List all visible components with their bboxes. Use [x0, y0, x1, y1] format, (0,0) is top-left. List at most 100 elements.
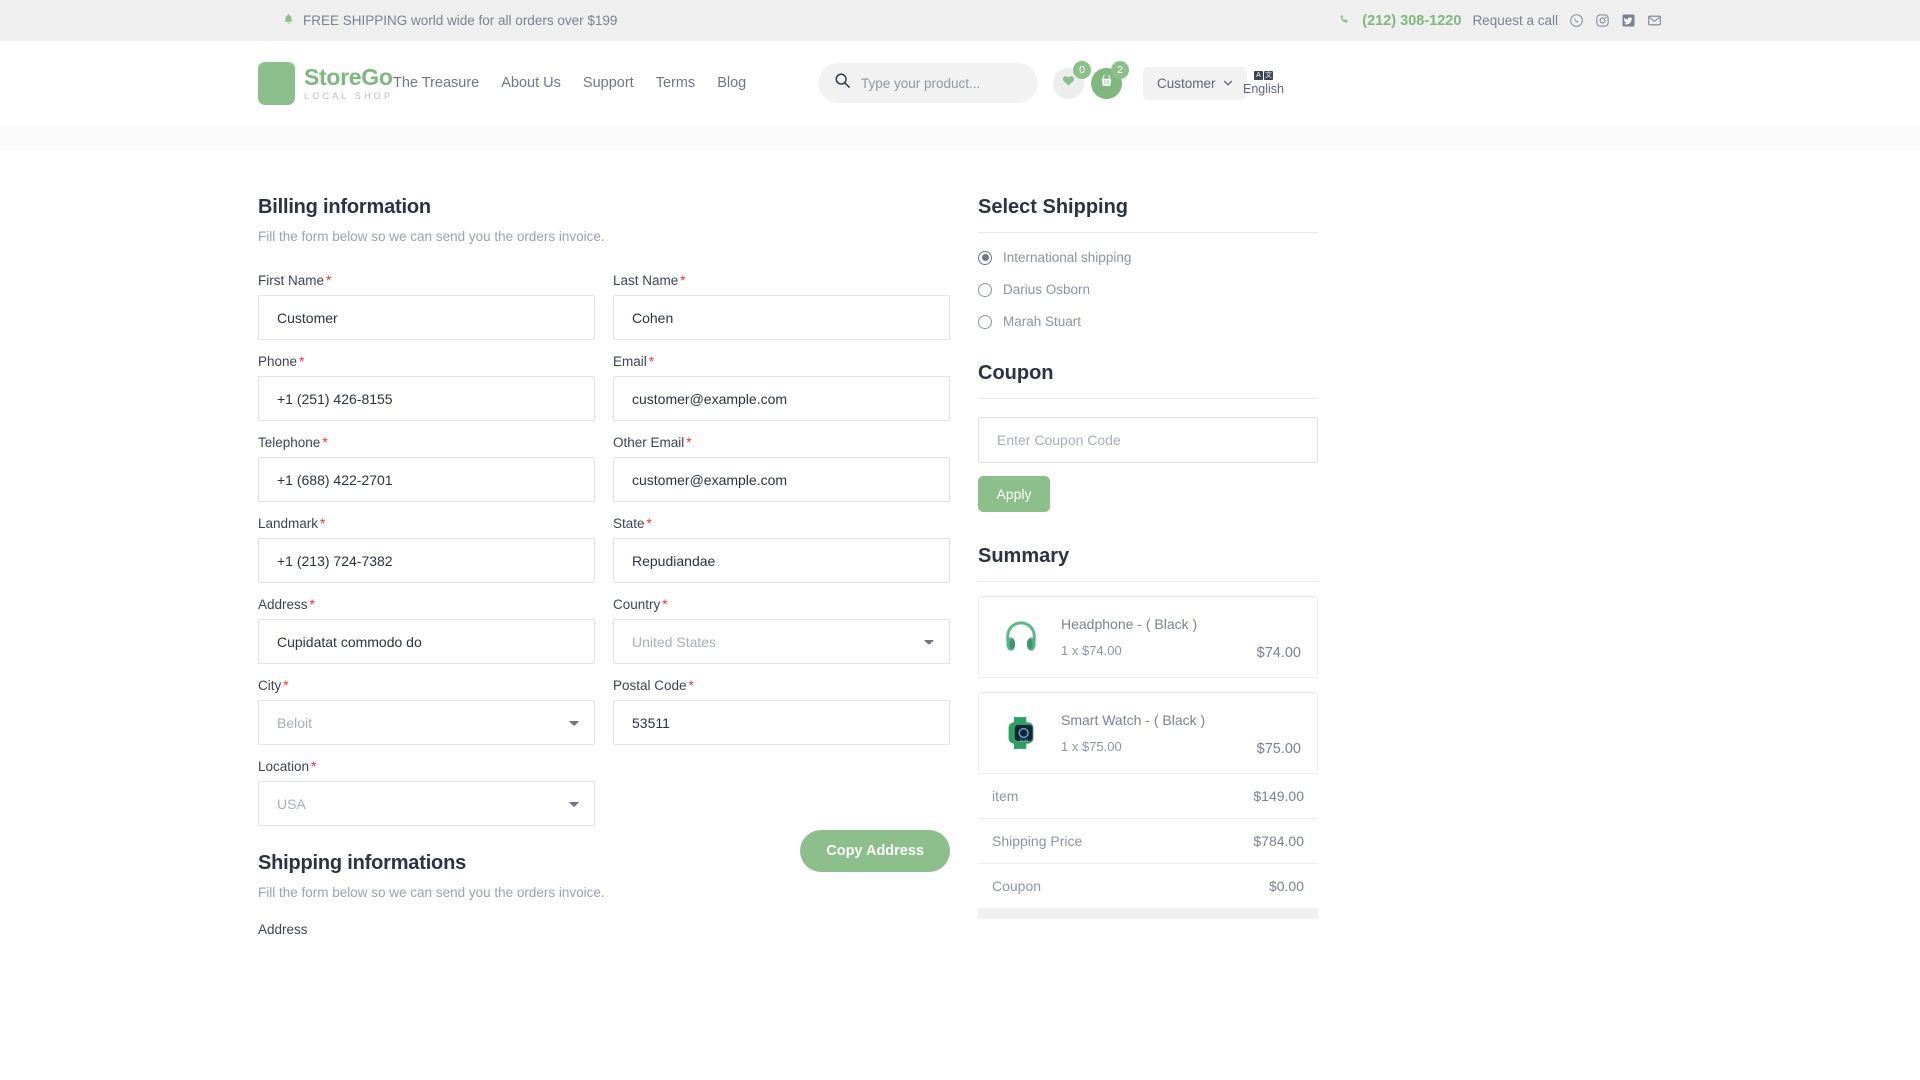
announcement-contact: (212) 308-1220 Request a call — [1338, 13, 1662, 29]
shipping-info-subtitle: Fill the form below so we can send you t… — [258, 885, 605, 900]
input-address[interactable] — [258, 619, 595, 664]
label-phone: Phone * — [258, 354, 305, 369]
product-name[interactable]: Smart Watch - ( Black ) — [1061, 712, 1206, 728]
field-city: City * Beloit — [258, 678, 595, 745]
field-first-name: First Name * — [258, 273, 595, 340]
field-landmark: Landmark * — [258, 516, 595, 583]
input-last-name[interactable] — [613, 295, 950, 340]
account-dropdown[interactable]: Customer — [1143, 66, 1247, 100]
label-postal-code: Postal Code * — [613, 678, 694, 693]
summary-product-row: Headphone - ( Black ) 1 x $74.00 $74.00 — [978, 596, 1318, 678]
field-location: Location * USA — [258, 759, 595, 826]
input-postal-code[interactable] — [613, 700, 950, 745]
language-label: English — [1243, 81, 1284, 96]
wishlist-button[interactable]: 0 — [1053, 60, 1091, 99]
product-total: $75.00 — [1256, 741, 1301, 757]
apply-coupon-button[interactable]: Apply — [978, 476, 1050, 512]
input-other-email[interactable] — [613, 457, 950, 502]
instagram-icon[interactable] — [1595, 13, 1610, 28]
smartwatch-icon: 10:09 — [995, 707, 1047, 759]
order-sidebar: Select Shipping International shipping D… — [978, 150, 1318, 944]
select-country[interactable]: United States — [613, 619, 950, 664]
search-icon — [834, 72, 851, 94]
header-actions: 0 2 — [1053, 60, 1129, 99]
coupon-title: Coupon — [978, 362, 1054, 384]
headphone-icon — [995, 611, 1047, 663]
select-shipping-title: Select Shipping — [978, 196, 1129, 218]
field-phone: Phone * — [258, 354, 595, 421]
shipping-option-international[interactable]: International shipping — [978, 250, 1318, 265]
twitter-icon[interactable] — [1621, 13, 1636, 28]
total-value: $0.00 — [1268, 878, 1304, 894]
divider — [978, 581, 1318, 582]
cart-button[interactable]: 2 — [1091, 60, 1129, 99]
product-name[interactable]: Headphone - ( Black ) — [1061, 616, 1198, 632]
shipping-option-darius-osborn[interactable]: Darius Osborn — [978, 282, 1318, 297]
shipping-option-marah-stuart[interactable]: Marah Stuart — [978, 314, 1318, 329]
input-phone[interactable] — [258, 376, 595, 421]
input-email[interactable] — [613, 376, 950, 421]
basket-icon — [1099, 73, 1114, 93]
input-first-name[interactable] — [258, 295, 595, 340]
divider — [978, 232, 1318, 233]
shipping-option-label: International shipping — [1003, 250, 1132, 265]
input-state[interactable] — [613, 538, 950, 583]
label-telephone: Telephone * — [258, 435, 328, 450]
nav-item-terms[interactable]: Terms — [655, 75, 696, 91]
copy-address-button[interactable]: Copy Address — [800, 830, 950, 872]
summary-footer-strip — [978, 909, 1318, 919]
input-telephone[interactable] — [258, 457, 595, 502]
nav-item-the-treasure[interactable]: The Treasure — [393, 75, 480, 91]
logo[interactable]: StoreGo LOCAL SHOP — [258, 61, 393, 105]
field-postal-code: Postal Code * — [613, 678, 950, 745]
whatsapp-icon[interactable] — [1569, 13, 1584, 28]
total-label: item — [992, 788, 1019, 804]
request-call-link[interactable]: Request a call — [1472, 13, 1558, 28]
billing-form: First Name* Last Name* Phone* Email* Tel… — [258, 259, 950, 826]
label-shipping-address: Address — [258, 922, 308, 937]
label-location: Location * — [258, 759, 317, 774]
select-location[interactable]: USA — [258, 781, 595, 826]
product-quantity-price: 1 x $74.00 — [1061, 643, 1122, 658]
shipping-info-section: Shipping informations Fill the form belo… — [258, 830, 950, 944]
label-city: City * — [258, 678, 289, 693]
logo-mark — [258, 61, 295, 105]
search-input[interactable] — [861, 75, 1022, 91]
phone-number[interactable]: (212) 308-1220 — [1362, 12, 1462, 29]
chevron-down-icon — [1223, 76, 1233, 91]
field-state: State * — [613, 516, 950, 583]
field-other-email: Other Email * — [613, 435, 950, 502]
summary-total-coupon: Coupon $0.00 — [978, 864, 1318, 909]
label-state: State * — [613, 516, 652, 531]
main-nav: The Treasure About Us Support Terms Blog — [393, 75, 746, 91]
nav-item-about-us[interactable]: About Us — [501, 75, 561, 91]
select-city[interactable]: Beloit — [258, 700, 595, 745]
label-last-name: Last Name * — [613, 273, 686, 288]
coupon-input[interactable] — [978, 417, 1318, 463]
label-address: Address * — [258, 597, 315, 612]
shipping-option-label: Darius Osborn — [1003, 282, 1091, 297]
input-landmark[interactable] — [258, 538, 595, 583]
checkout-main: Billing information Fill the form below … — [0, 150, 1920, 944]
summary-total-item: item $149.00 — [978, 774, 1318, 819]
search-bar[interactable] — [818, 63, 1038, 103]
mail-icon[interactable] — [1647, 13, 1662, 28]
heart-icon — [1061, 73, 1076, 93]
site-header: StoreGo LOCAL SHOP The Treasure About Us… — [0, 41, 1920, 125]
label-email: Email * — [613, 354, 655, 369]
shipping-option-label: Marah Stuart — [1003, 314, 1082, 329]
account-label: Customer — [1157, 75, 1216, 91]
nav-item-support[interactable]: Support — [582, 75, 634, 91]
cart-count-badge: 2 — [1111, 60, 1129, 79]
nav-item-blog[interactable]: Blog — [717, 75, 747, 91]
radio-icon — [978, 314, 992, 329]
phone-icon — [1338, 13, 1351, 29]
field-address: Address * — [258, 597, 595, 664]
shipping-info-title: Shipping informations — [258, 852, 467, 874]
billing-subtitle: Fill the form below so we can send you t… — [258, 229, 605, 244]
radio-icon — [978, 250, 992, 265]
announcement-bar: FREE SHIPPING world wide for all orders … — [0, 0, 1920, 41]
svg-text:10:09: 10:09 — [1019, 739, 1028, 743]
